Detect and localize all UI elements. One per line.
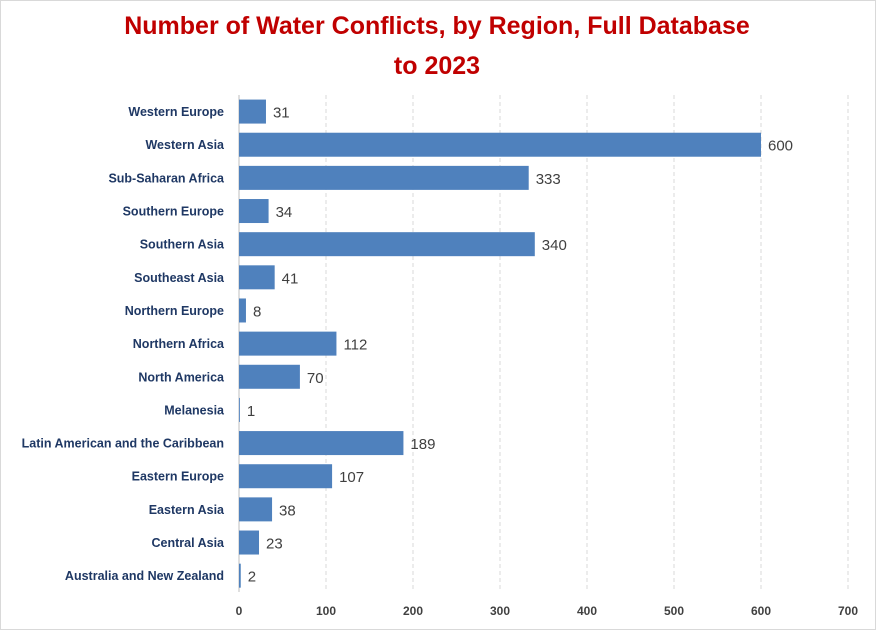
bar xyxy=(239,298,246,323)
bar xyxy=(239,132,761,157)
x-tick-label: 100 xyxy=(316,604,336,618)
category-label: North America xyxy=(138,370,225,384)
x-tick-label: 200 xyxy=(403,604,423,618)
data-label: 340 xyxy=(542,237,567,254)
bar xyxy=(239,265,275,290)
bar xyxy=(239,397,240,422)
bar xyxy=(239,497,273,522)
data-label: 333 xyxy=(536,171,561,188)
x-tick-label: 0 xyxy=(236,604,243,618)
x-tick-label: 300 xyxy=(490,604,510,618)
data-label: 600 xyxy=(768,138,793,155)
bar xyxy=(239,530,260,555)
data-label: 8 xyxy=(253,303,261,320)
bar xyxy=(239,331,337,356)
bar xyxy=(239,232,535,257)
bar xyxy=(239,563,241,588)
chart-title-line-1: Number of Water Conflicts, by Region, Fu… xyxy=(124,12,750,40)
data-label: 34 xyxy=(276,204,293,221)
category-label: Latin American and the Caribbean xyxy=(22,437,224,451)
data-label: 41 xyxy=(282,270,299,287)
chart-title-line-2: to 2023 xyxy=(393,52,481,80)
data-label: 38 xyxy=(279,502,296,519)
category-label: Western Europe xyxy=(128,105,224,119)
data-label: 107 xyxy=(339,469,364,486)
category-label: Northern Africa xyxy=(133,337,225,351)
bar xyxy=(239,464,333,489)
category-label: Eastern Asia xyxy=(149,503,225,517)
data-label: 112 xyxy=(343,337,367,354)
category-label: Central Asia xyxy=(152,536,226,550)
category-label: Western Asia xyxy=(145,138,225,152)
x-tick-label: 600 xyxy=(751,604,771,618)
x-tick-label: 400 xyxy=(577,604,597,618)
data-label: 23 xyxy=(266,536,283,553)
category-label: Southern Asia xyxy=(140,238,225,252)
data-label: 2 xyxy=(248,569,256,586)
category-label: Southeast Asia xyxy=(134,271,225,285)
bar xyxy=(239,364,300,389)
category-label: Melanesia xyxy=(164,403,225,417)
chart-title: Number of Water Conflicts, by Region, Fu… xyxy=(0,6,874,86)
category-label: Australia and New Zealand xyxy=(65,569,224,583)
data-label: 1 xyxy=(247,403,255,420)
data-label: 70 xyxy=(307,370,324,387)
bar xyxy=(239,431,404,456)
bar xyxy=(239,199,269,224)
category-label: Southern Europe xyxy=(123,205,224,219)
data-label: 189 xyxy=(410,436,435,453)
x-tick-label: 700 xyxy=(838,604,858,618)
category-label: Eastern Europe xyxy=(132,470,224,484)
data-label: 31 xyxy=(273,105,290,122)
x-tick-label: 500 xyxy=(664,604,684,618)
category-label: Sub-Saharan Africa xyxy=(108,171,225,185)
category-label: Northern Europe xyxy=(125,304,224,318)
bar xyxy=(239,165,529,190)
bar xyxy=(239,99,266,124)
